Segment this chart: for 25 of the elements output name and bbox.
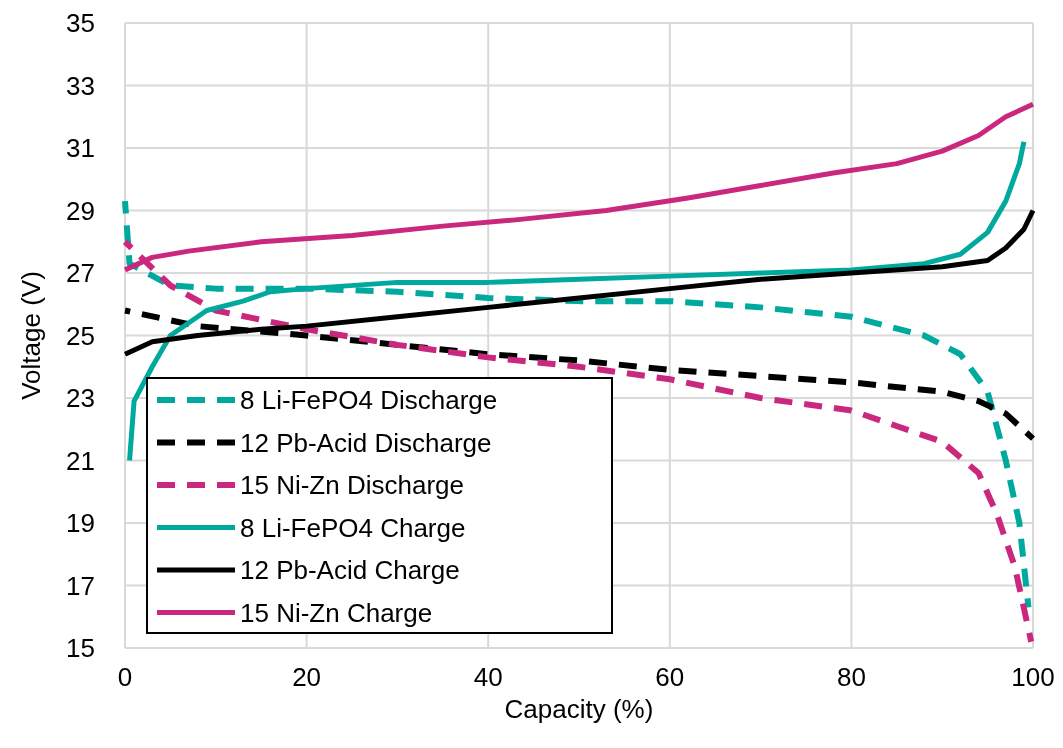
y-tick-label: 29 <box>66 195 95 226</box>
y-tick-label: 15 <box>66 633 95 663</box>
legend-label: 12 Pb-Acid Discharge <box>240 427 492 458</box>
x-tick-label: 80 <box>836 662 866 692</box>
legend-label: 15 Ni-Zn Charge <box>240 597 433 628</box>
legend-label: 8 Li-FePO4 Discharge <box>240 385 498 415</box>
y-tick-label: 23 <box>66 383 95 413</box>
x-tick-label: 0 <box>117 662 133 692</box>
x-tick-label: 100 <box>1011 662 1055 692</box>
y-axis-title: Voltage (V) <box>16 271 46 400</box>
y-tick-label: 25 <box>66 320 95 351</box>
x-axis-title: Capacity (%) <box>504 694 654 724</box>
y-tick-label: 33 <box>66 70 95 101</box>
y-tick-label: 27 <box>66 258 95 288</box>
y-tick-label: 21 <box>66 445 95 476</box>
y-tick-label: 35 <box>66 8 95 38</box>
legend-label: 8 Li-FePO4 Charge <box>240 512 466 543</box>
x-tick-label: 20 <box>292 662 322 692</box>
x-tick-label: 40 <box>473 662 503 692</box>
y-tick-label: 17 <box>66 570 95 601</box>
x-tick-label: 60 <box>655 662 685 692</box>
legend-label: 12 Pb-Acid Charge <box>240 555 460 585</box>
y-tick-label: 19 <box>66 508 95 538</box>
y-tick-label: 31 <box>66 133 95 163</box>
legend-label: 15 Ni-Zn Discharge <box>240 470 464 500</box>
